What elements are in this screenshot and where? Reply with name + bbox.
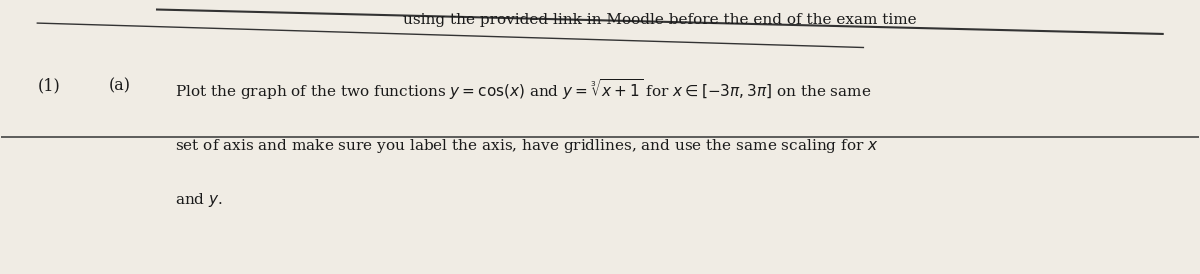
Text: (1): (1) xyxy=(37,77,60,94)
Text: set of axis and make sure you label the axis, have gridlines, and use the same s: set of axis and make sure you label the … xyxy=(175,137,878,155)
Text: (a): (a) xyxy=(109,77,131,94)
Text: Plot the graph of the two functions $y = \cos(x)$ and $y = \sqrt[3]{x+1}$ for $x: Plot the graph of the two functions $y =… xyxy=(175,77,871,102)
Text: using the provided link in Moodle before the end of the exam time: using the provided link in Moodle before… xyxy=(403,13,917,27)
Text: and $y$.: and $y$. xyxy=(175,191,223,209)
